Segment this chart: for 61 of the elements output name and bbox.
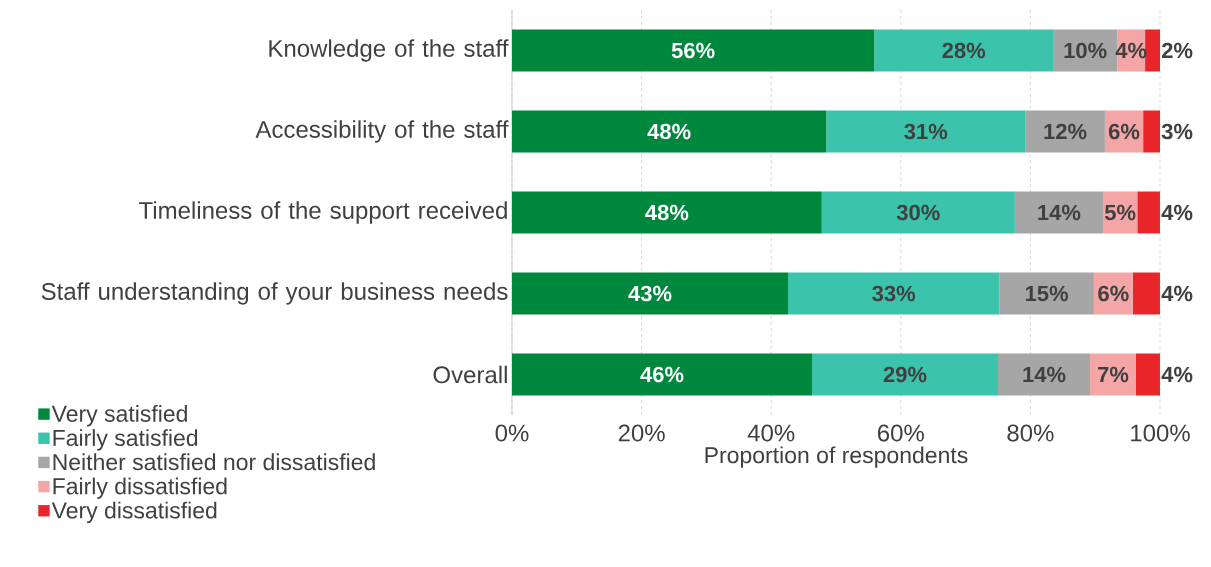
- x-tick-label: 0%: [495, 424, 529, 442]
- bar: [511, 110, 827, 153]
- bar: [1137, 191, 1160, 234]
- data-label: 6%: [1108, 123, 1140, 140]
- data-label: 7%: [1098, 366, 1129, 383]
- data-label: 4%: [1161, 366, 1193, 383]
- y-tick-label: Staff understanding of your business needs: [41, 282, 508, 305]
- bar: [511, 29, 875, 72]
- y-tick-label: Knowledge of the staff: [269, 39, 509, 62]
- legend-label: Fairly satisfied: [53, 429, 198, 451]
- y-tick-label: Overall: [433, 365, 507, 384]
- bar: [821, 191, 1015, 234]
- x-tick-label: 40%: [747, 424, 795, 442]
- data-label: 5%: [1104, 204, 1136, 221]
- data-label: 15%: [1025, 285, 1069, 302]
- data-label: 30%: [896, 204, 940, 221]
- bar: [874, 29, 1054, 72]
- bar: [1090, 353, 1137, 396]
- data-label: 3%: [1161, 123, 1193, 140]
- data-label: 12%: [1044, 123, 1087, 140]
- bar: [1014, 191, 1103, 234]
- data-label: 4%: [1161, 285, 1193, 302]
- data-label: 6%: [1098, 285, 1129, 302]
- x-axis-title: Proportion of respondents: [705, 446, 968, 468]
- y-tick-label: Timeliness of the support received: [139, 201, 507, 224]
- bar: [1143, 110, 1160, 153]
- legend-label: Very satisfied: [51, 405, 187, 427]
- data-label: 2%: [1161, 42, 1193, 59]
- y-tick-label: Accessibility of the staff: [255, 120, 509, 143]
- x-tick-label: 20%: [618, 424, 665, 442]
- data-label: 48%: [645, 204, 689, 221]
- bar: [511, 353, 813, 396]
- bar: [826, 110, 1026, 153]
- data-label: 33%: [872, 285, 916, 302]
- data-label: 28%: [942, 42, 986, 59]
- legend-label: Fairly dissatisfied: [53, 477, 227, 499]
- bar: [511, 191, 822, 234]
- data-label: 14%: [1023, 366, 1066, 383]
- data-label: 48%: [647, 123, 691, 140]
- bar: [1136, 353, 1160, 396]
- bar: [812, 353, 998, 396]
- bar: [1025, 110, 1105, 153]
- x-tick-label: 60%: [878, 424, 924, 442]
- data-label: 29%: [883, 366, 927, 383]
- bar: [999, 272, 1094, 315]
- legend-label: Very dissatisfied: [51, 501, 217, 524]
- bar: [997, 353, 1090, 396]
- data-label: 14%: [1038, 204, 1081, 221]
- data-label: 10%: [1064, 42, 1107, 59]
- data-label: 46%: [640, 366, 684, 383]
- bar: [788, 272, 1000, 315]
- bar: [1132, 272, 1160, 315]
- x-tick-label: 80%: [1007, 424, 1054, 442]
- data-label: 43%: [628, 285, 672, 302]
- bar: [1145, 29, 1160, 72]
- data-label: 31%: [904, 123, 948, 140]
- data-label: 4%: [1161, 204, 1193, 221]
- legend-label: Neither satisfied nor dissatisfied: [53, 453, 375, 471]
- data-label: 56%: [671, 42, 715, 59]
- x-tick-label: 100%: [1131, 424, 1190, 442]
- bar: [511, 272, 789, 315]
